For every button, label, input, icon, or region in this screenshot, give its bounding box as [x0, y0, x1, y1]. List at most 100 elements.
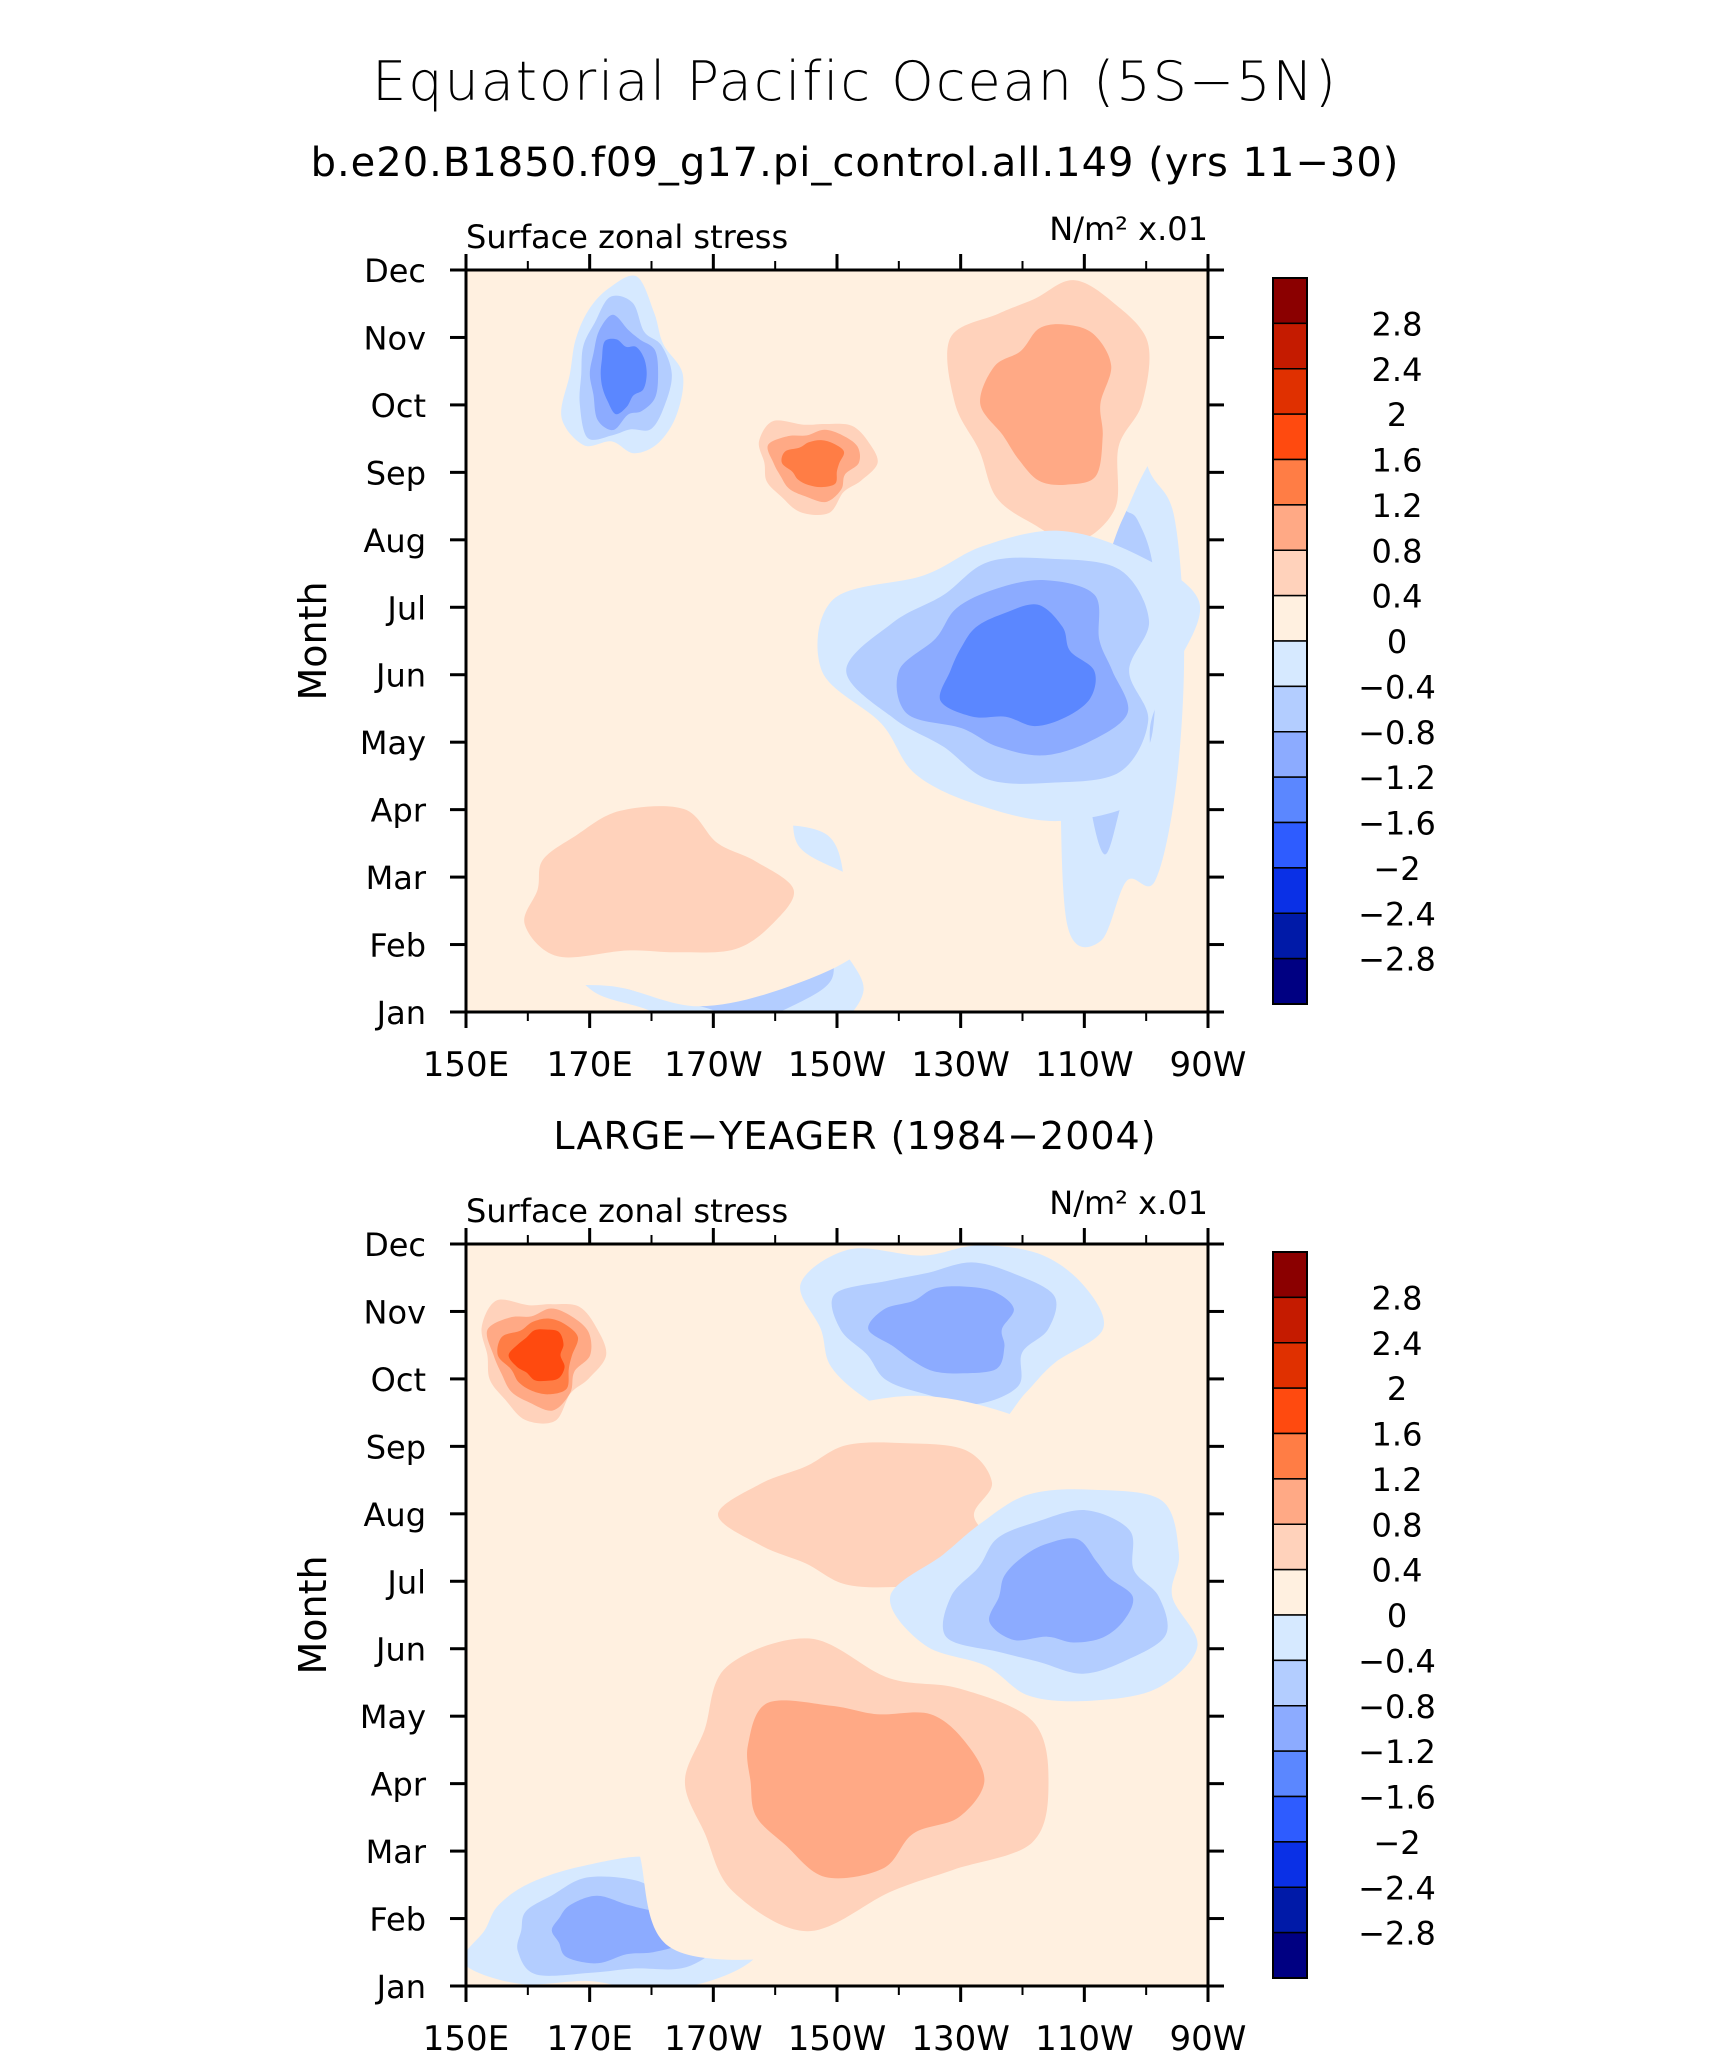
- colorbar-box: [1272, 1795, 1308, 1843]
- y-tick-label: Aug: [364, 1496, 426, 1534]
- colorbar-label: −0.8: [1358, 714, 1436, 752]
- y-tick-label: Jul: [385, 589, 426, 627]
- y-tick-label: Sep: [366, 454, 426, 492]
- colorbar-label: 0.8: [1372, 1506, 1423, 1544]
- colorbar-box: [1272, 1478, 1308, 1525]
- colorbar: 2.8 2.4 2 1.6 1.2 0.8 0.4 0 −0.4 −0.8 −1.2 −1.6 −2 −2…: [1272, 1251, 1436, 1979]
- colorbar-box: [1272, 322, 1308, 370]
- colorbar-label: −2.4: [1358, 1869, 1436, 1907]
- contour-field: [466, 270, 1208, 1012]
- colorbar-box: [1272, 821, 1308, 869]
- y-tick-label: May: [360, 1698, 426, 1736]
- colorbar-label: 0.4: [1372, 578, 1423, 616]
- colorbar-label: −1.6: [1358, 1779, 1436, 1817]
- colorbar-frame: [1272, 277, 1308, 1005]
- colorbar-label: 0.4: [1372, 1552, 1423, 1590]
- colorbar-box: [1272, 1659, 1308, 1707]
- x-tick-label: 150W: [788, 1045, 887, 1085]
- colorbar-label: 1.6: [1372, 442, 1423, 480]
- colorbar-label: 2.8: [1372, 305, 1423, 343]
- colorbar-box: [1272, 504, 1308, 551]
- units-label: N/m² x.01: [1049, 210, 1208, 248]
- colorbar-box: [1272, 776, 1308, 824]
- colorbar-label: −2.4: [1358, 895, 1436, 933]
- colorbar-box: [1272, 277, 1308, 325]
- x-tick-label: 170W: [664, 2019, 763, 2059]
- colorbar: 2.8 2.4 2 1.6 1.2 0.8 0.4 0 −0.4 −0.8 −1.2 −1.6 −2 −2…: [1272, 277, 1436, 1005]
- x-tick-label: 130W: [911, 1045, 1010, 1085]
- colorbar-label: −2.8: [1358, 1915, 1436, 1953]
- colorbar-label: 2.8: [1372, 1279, 1423, 1317]
- x-tick-label: 170W: [664, 1045, 763, 1085]
- colorbar-label: −0.4: [1358, 668, 1436, 706]
- panel-2: 150E 170E 170W 150W 130W 110W 90W Jan Feb Mar Apr M…: [291, 1184, 1436, 2059]
- colorbar-box: [1272, 867, 1308, 914]
- y-tick-label: Jun: [374, 657, 426, 695]
- y-tick-label: Nov: [364, 319, 426, 357]
- colorbar-box: [1272, 1568, 1308, 1616]
- variable-label: Surface zonal stress: [466, 218, 788, 256]
- colorbar-box: [1272, 458, 1308, 506]
- y-tick-label: Mar: [366, 1833, 427, 1871]
- contour-region: [980, 324, 1112, 485]
- contour-region: [939, 604, 1096, 727]
- y-tick-label: May: [360, 724, 426, 762]
- x-tick-label: 150E: [423, 1045, 509, 1085]
- contour-region: [508, 1329, 565, 1382]
- contour-region: [781, 440, 845, 488]
- colorbar-label: 2: [1387, 396, 1407, 434]
- colorbar-box: [1272, 685, 1308, 733]
- colorbar-label: 2: [1387, 1370, 1407, 1408]
- colorbar-box: [1272, 1750, 1308, 1798]
- colorbar-label: 1.6: [1372, 1416, 1423, 1454]
- y-axis-label: Month: [291, 581, 335, 700]
- colorbar-box: [1272, 1523, 1308, 1571]
- y-tick-label: Oct: [371, 387, 426, 425]
- contour-region: [524, 806, 795, 958]
- colorbar-box: [1272, 957, 1308, 1005]
- colorbar-box: [1272, 1931, 1308, 1979]
- variable-label: Surface zonal stress: [466, 1192, 788, 1230]
- y-tick-label: Apr: [371, 792, 427, 830]
- y-tick-label: Jul: [385, 1563, 426, 1601]
- contour-region: [600, 338, 647, 415]
- colorbar-box: [1272, 1432, 1308, 1480]
- colorbar-box: [1272, 368, 1308, 415]
- y-tick-label: Feb: [369, 1901, 426, 1939]
- y-tick-label: Jan: [375, 1968, 426, 2006]
- y-tick-label: Feb: [369, 927, 426, 965]
- x-tick-label: 170E: [546, 2019, 632, 2059]
- contour-region: [747, 1700, 985, 1879]
- contour-region: [989, 1538, 1134, 1643]
- colorbar-box: [1272, 1886, 1308, 1934]
- panel-2-title: LARGE−YEAGER (1984−2004): [553, 1114, 1157, 1158]
- colorbar-box: [1272, 1251, 1308, 1299]
- colorbar-box: [1272, 594, 1308, 642]
- colorbar-box: [1272, 549, 1308, 597]
- y-tick-label: Oct: [371, 1361, 426, 1399]
- y-tick-label: Nov: [364, 1293, 426, 1331]
- x-tick-label: 110W: [1035, 2019, 1134, 2059]
- y-tick-label: Aug: [364, 522, 426, 560]
- colorbar-label: −2.8: [1358, 941, 1436, 979]
- x-tick-label: 90W: [1170, 1045, 1247, 1085]
- colorbar-box: [1272, 1841, 1308, 1888]
- y-tick-label: Dec: [364, 252, 426, 290]
- colorbar-label: 0.8: [1372, 532, 1423, 570]
- colorbar-label: −0.4: [1358, 1642, 1436, 1680]
- colorbar-box: [1272, 1705, 1308, 1752]
- colorbar-label: 1.2: [1372, 1461, 1423, 1499]
- colorbar-label: −1.6: [1358, 805, 1436, 843]
- y-axis-label: Month: [291, 1555, 335, 1674]
- y-tick-label: Mar: [366, 859, 427, 897]
- colorbar-label: −2: [1373, 850, 1420, 888]
- colorbar-label: −0.8: [1358, 1688, 1436, 1726]
- contour-field: [466, 1244, 1208, 1986]
- colorbar-label: 0: [1387, 623, 1407, 661]
- colorbar-label: 2.4: [1372, 1325, 1423, 1363]
- y-tick-label: Jun: [374, 1631, 426, 1669]
- y-tick-label: Dec: [364, 1226, 426, 1264]
- y-tick-label: Jan: [375, 994, 426, 1032]
